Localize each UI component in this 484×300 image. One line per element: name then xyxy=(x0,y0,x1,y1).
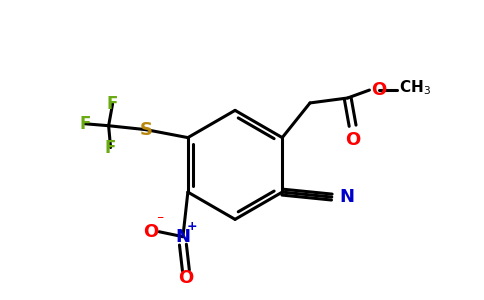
Text: CH$_3$: CH$_3$ xyxy=(399,79,431,98)
Text: N: N xyxy=(175,228,190,246)
Text: N: N xyxy=(340,188,355,206)
Text: F: F xyxy=(107,95,118,113)
Text: O: O xyxy=(371,81,387,99)
Text: O: O xyxy=(345,131,360,149)
Text: F: F xyxy=(79,115,91,133)
Text: O: O xyxy=(178,269,194,287)
Text: ⁻: ⁻ xyxy=(156,213,164,227)
Text: +: + xyxy=(186,220,197,233)
Text: O: O xyxy=(144,223,159,241)
Text: F: F xyxy=(105,139,116,157)
Text: S: S xyxy=(140,121,153,139)
